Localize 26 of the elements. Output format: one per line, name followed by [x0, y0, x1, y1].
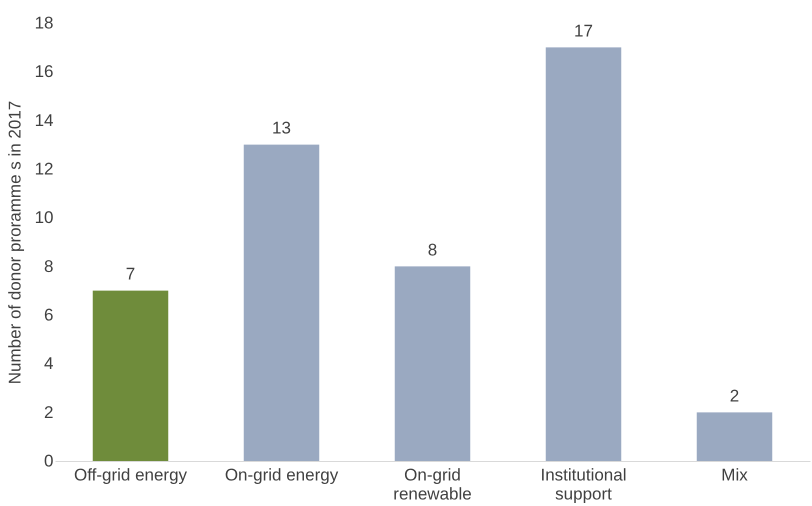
- y-tick-label: 2: [44, 402, 54, 422]
- y-tick-label: 10: [34, 208, 54, 228]
- y-tick-label: 16: [34, 62, 54, 82]
- data-label: 7: [126, 264, 136, 284]
- data-label: 13: [272, 118, 291, 138]
- y-axis-title: Number of donor proramme s in 2017: [6, 100, 25, 384]
- bar: [92, 290, 168, 461]
- bar: [394, 266, 470, 461]
- y-tick-label: 12: [34, 160, 54, 178]
- x-tick-label: On-grid energy: [224, 466, 339, 484]
- y-tick-label: 4: [44, 354, 54, 374]
- bar: [244, 144, 320, 461]
- y-tick-label: 18: [34, 14, 54, 32]
- data-label: 2: [730, 386, 740, 406]
- y-tick-label: 6: [44, 306, 54, 324]
- x-tick-label: Off-grid energy: [74, 466, 188, 484]
- bar: [546, 47, 622, 461]
- bar: [696, 412, 772, 461]
- data-label: 17: [574, 21, 593, 40]
- x-tick-label: On-grid renewable: [393, 466, 472, 504]
- data-label: 8: [428, 240, 438, 260]
- x-tick-label: Mix: [721, 466, 748, 484]
- y-tick-label: 0: [44, 452, 54, 470]
- y-tick-label: 8: [44, 256, 54, 276]
- x-tick-label: Institutional support: [540, 466, 626, 504]
- y-tick-label: 14: [34, 110, 54, 130]
